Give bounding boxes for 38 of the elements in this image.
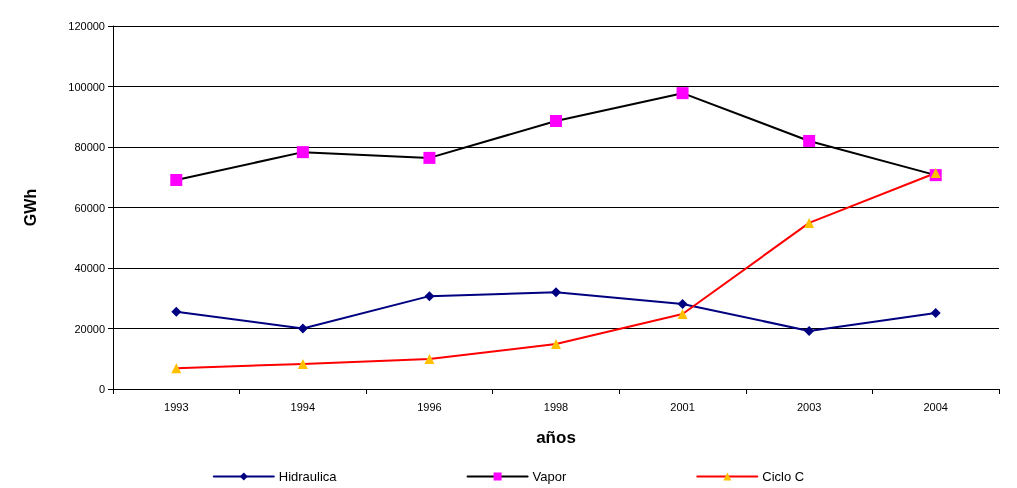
x-tick-label: 2004 [923, 400, 948, 413]
legend-label: Hidraulica [278, 469, 338, 484]
y-tick-label: 60000 [74, 201, 105, 214]
point [171, 306, 182, 317]
point [424, 354, 435, 365]
point [296, 146, 309, 159]
x-tick-label: 1994 [290, 400, 316, 413]
x-tick-label: 2001 [670, 400, 695, 413]
point [676, 87, 689, 100]
y-tick-label: 120000 [68, 20, 105, 32]
x-tick-label: 1998 [543, 400, 569, 413]
y-tick-label: 20000 [74, 322, 105, 335]
point [170, 173, 183, 186]
point [550, 114, 562, 127]
y-axis-title: GWh [21, 188, 39, 227]
point [804, 217, 815, 228]
point [551, 287, 561, 298]
point [930, 308, 941, 319]
y-tick-label: 0 [98, 383, 105, 395]
point [171, 363, 182, 374]
x-tick-label: 1996 [417, 400, 442, 413]
y-tick-label: 100000 [68, 80, 105, 93]
y-tick-label: 40000 [74, 262, 105, 274]
point [551, 338, 561, 349]
legend-label: Ciclo C [762, 469, 805, 484]
point [804, 325, 815, 336]
x-tick-label: 1993 [164, 400, 189, 413]
y-tick-label: 80000 [74, 141, 105, 153]
point [423, 151, 436, 164]
legend-label: Vapor [532, 469, 567, 484]
point [677, 308, 688, 319]
x-tick-label: 2003 [796, 400, 822, 413]
x-axis-title: años [536, 428, 576, 447]
point [297, 323, 308, 334]
point [803, 134, 816, 147]
point [297, 358, 308, 369]
point [677, 299, 688, 309]
point [424, 291, 435, 302]
